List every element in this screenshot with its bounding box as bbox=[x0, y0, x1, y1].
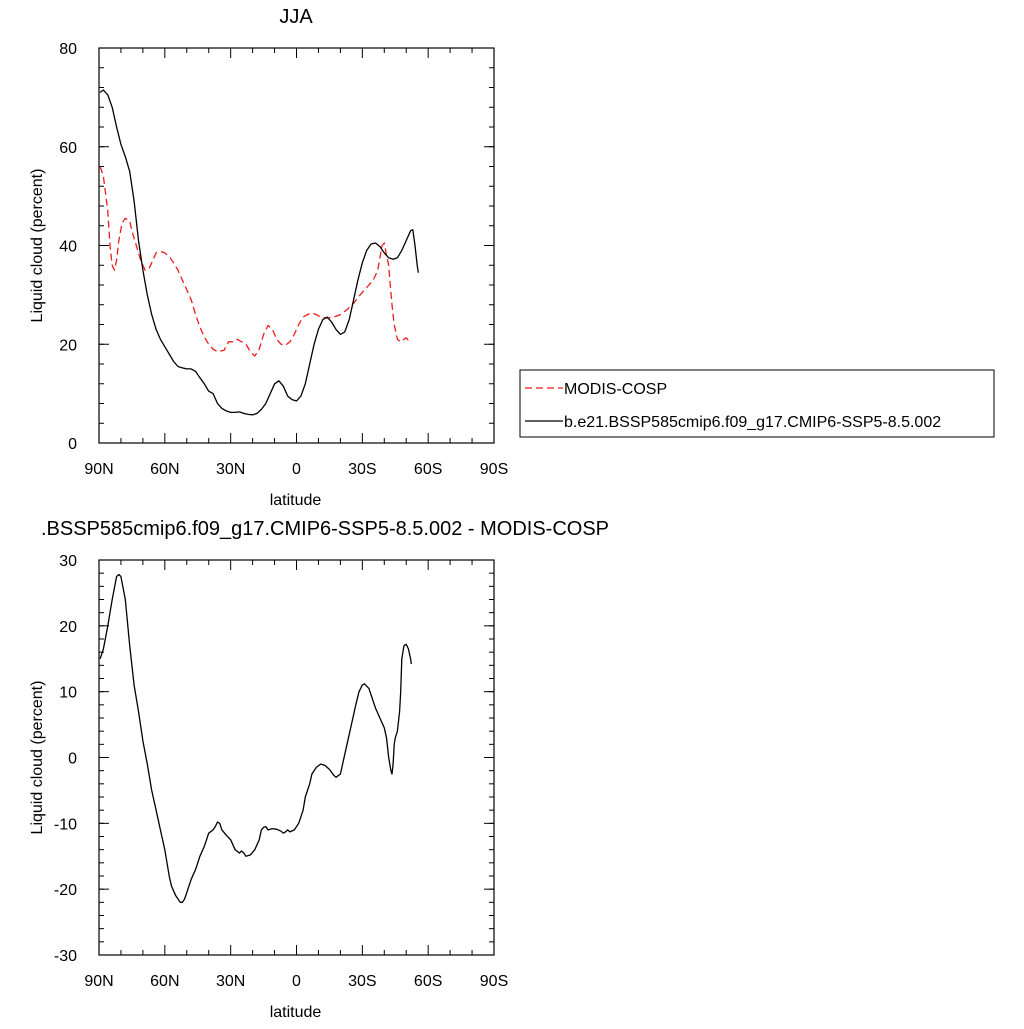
x-tick-label: 30S bbox=[348, 973, 376, 990]
chart-title: .BSSP585cmip6.f09_g17.CMIP6-SSP5-8.5.002… bbox=[41, 518, 609, 540]
x-tick-label: 30N bbox=[216, 973, 245, 990]
x-tick-label: 90S bbox=[480, 973, 508, 990]
plot-frame bbox=[98, 47, 495, 444]
x-tick-label: 30N bbox=[216, 461, 245, 478]
chart-panel-2: .BSSP585cmip6.f09_g17.CMIP6-SSP5-8.5.002… bbox=[29, 518, 609, 1021]
legend-label-1: MODIS-COSP bbox=[564, 381, 667, 398]
y-tick-label: 10 bbox=[59, 685, 77, 702]
x-tick-label: 90S bbox=[480, 461, 508, 478]
x-tick-label: 60N bbox=[150, 461, 179, 478]
y-axis-label: Liquid cloud (percent) bbox=[29, 681, 46, 835]
chart-panel-1: JJA 90N 60N 30N 0 30S 60S 90S 0 20 40 60 80 latitude L… bbox=[29, 6, 995, 509]
y-tick-label: 0 bbox=[68, 436, 77, 453]
y-tick-label: 20 bbox=[59, 337, 77, 354]
y-tick-label: 80 bbox=[59, 41, 77, 58]
x-tick-label: 0 bbox=[292, 973, 301, 990]
y-tick-label: -10 bbox=[54, 816, 77, 833]
x-axis-label: latitude bbox=[270, 1004, 322, 1021]
series-line-1 bbox=[99, 166, 411, 357]
x-tick-label: 0 bbox=[292, 461, 301, 478]
y-tick-label: 0 bbox=[68, 751, 77, 768]
legend-box bbox=[519, 369, 995, 438]
y-tick-label: 40 bbox=[59, 239, 77, 256]
x-axis-label: latitude bbox=[270, 492, 322, 509]
series-line-2 bbox=[99, 89, 419, 416]
y-tick-label: 60 bbox=[59, 140, 77, 157]
x-tick-label: 90N bbox=[84, 461, 113, 478]
y-axis-label: Liquid cloud (percent) bbox=[29, 169, 46, 323]
x-tick-label: 60S bbox=[414, 461, 442, 478]
y-tick-label: -30 bbox=[54, 948, 77, 965]
y-tick-label: -20 bbox=[54, 882, 77, 899]
legend: MODIS-COSP b.e21.BSSP585cmip6.f09_g17.CMI… bbox=[519, 369, 995, 438]
legend-label-2: b.e21.BSSP585cmip6.f09_g17.CMIP6-SSP5-8.… bbox=[564, 414, 941, 431]
x-tick-label: 90N bbox=[84, 973, 113, 990]
x-tick-label: 30S bbox=[348, 461, 376, 478]
y-tick-label: 30 bbox=[59, 553, 77, 570]
series-line-1 bbox=[99, 573, 412, 903]
plot-frame bbox=[98, 559, 495, 956]
chart-title: JJA bbox=[279, 6, 313, 28]
x-tick-label: 60S bbox=[414, 973, 442, 990]
y-tick-label: 20 bbox=[59, 619, 77, 636]
x-tick-label: 60N bbox=[150, 973, 179, 990]
